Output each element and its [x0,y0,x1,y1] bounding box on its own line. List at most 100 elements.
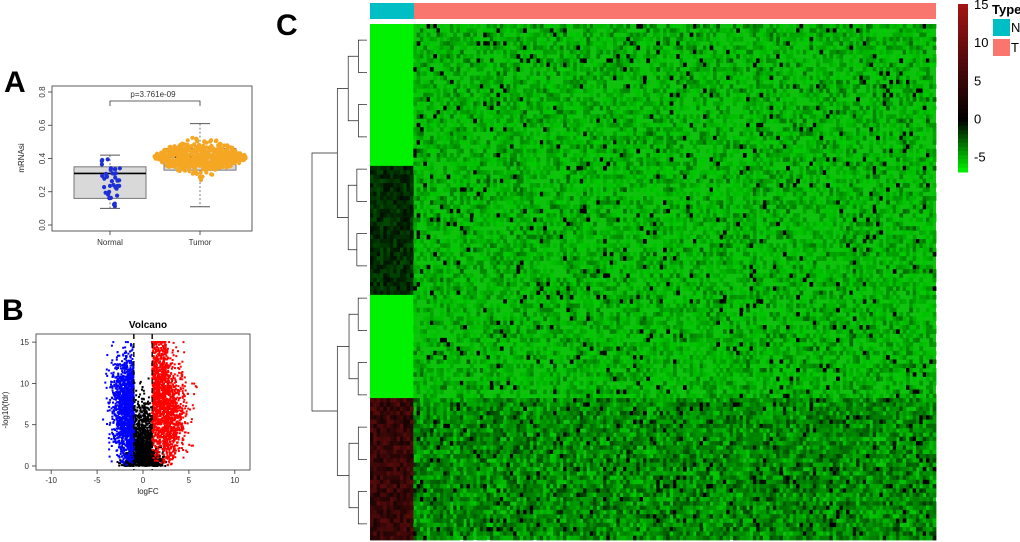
volcano-point-up [171,366,174,368]
data-point [198,170,203,175]
volcano-point-up [177,350,179,353]
volcano-point-up [179,405,182,408]
volcano-point-up [159,411,162,414]
volcano-point-up [163,422,166,425]
volcano-point-ns [136,445,139,448]
volcano-point-up [173,390,176,393]
volcano-point-down [105,372,108,375]
volcano-point-down [110,438,113,441]
volcano-point-up [167,371,170,373]
data-point [224,152,229,158]
volcano-point-ns [144,459,147,461]
volcano-point-ns [116,461,119,463]
volcano-point-up [154,373,157,376]
volcano-point-up [165,436,167,439]
volcano-point-up [153,377,156,380]
volcano-point-down [123,358,126,361]
volcano-point-ns [138,417,141,420]
data-point [228,163,233,168]
volcano-point-ns [147,458,150,461]
data-point [224,160,230,165]
volcano-point-ns [139,419,142,421]
volcano-point-up [176,441,179,444]
volcano-point-ns [141,460,144,462]
volcano-point-ns [144,461,147,464]
volcano-point-up [166,454,169,457]
volcano-point-ns [138,463,141,466]
data-point [190,135,195,140]
volcano-point-up [166,417,169,420]
volcano-point-up [166,447,169,450]
volcano-point-up [183,385,186,388]
volcano-point-up [164,346,167,349]
data-point [108,167,113,172]
volcano-point-up [153,366,156,369]
data-point [192,155,197,160]
volcano-point-up [158,431,161,434]
data-point [107,196,112,201]
volcano-point-ns [134,399,137,401]
volcano-point-up [182,416,185,419]
volcano-point-up [162,439,165,442]
volcano-point-down [131,461,134,464]
volcano-point-up [156,375,159,378]
data-point [166,161,171,166]
volcano-point-up [165,390,168,393]
volcano-point-ns [139,393,142,396]
volcano-point-up [184,407,187,410]
volcano-point-ns [145,438,148,441]
volcano-point-ns [143,415,146,417]
data-point [115,178,120,183]
volcano-point-up [159,341,161,344]
volcano-point-up [174,424,177,427]
volcano-point-ns [140,453,143,456]
volcano-point-ns [140,445,143,448]
y-tick-label: 0.6 [38,119,47,131]
data-point [209,159,214,164]
data-point [214,165,219,171]
volcano-point-down [108,433,111,436]
volcano-point-up [182,404,185,407]
volcano-point-up [182,341,185,344]
volcano-point-up [181,443,184,446]
volcano-point-up [180,428,183,431]
volcano-point-ns [144,441,147,444]
volcano-point-up [170,386,173,389]
volcano-point-ns [144,418,147,421]
data-point [107,183,113,188]
volcano-point-ns [149,433,152,436]
volcano-point-ns [148,438,151,441]
volcano-point-up [169,384,172,387]
y-tick-label: 0.4 [38,152,47,164]
data-point [185,142,190,147]
volcano-point-up [155,428,158,431]
volcano-point-up [178,421,181,424]
volcano-point-up [176,391,179,394]
volcano-point-up [167,391,170,393]
data-point [102,185,107,190]
volcano-point-up [171,351,174,354]
volcano-point-up [187,407,190,410]
volcano-point-up [158,376,161,379]
volcano-point-up [173,373,176,376]
volcano-point-up [168,456,171,458]
volcano-point-down [115,376,118,379]
volcano-point-up [153,384,156,387]
volcano-point-up [176,431,179,434]
volcano-point-up [177,362,180,365]
volcano-point-up [179,378,182,381]
volcano-point-up [172,385,175,388]
volcano-point-down [126,341,129,344]
volcano-point-up [186,392,189,395]
volcano-point-ns [146,426,149,429]
volcano-point-ns [135,389,138,392]
volcano-point-up [154,445,157,448]
volcano-point-ns [134,464,137,467]
volcano-point-up [152,350,155,352]
volcano-point-down [108,423,111,426]
data-point [181,158,186,163]
volcano-point-up [162,341,165,344]
volcano-point-ns [155,464,158,467]
volcano-point-ns [159,463,162,466]
volcano-point-ns [148,462,151,465]
